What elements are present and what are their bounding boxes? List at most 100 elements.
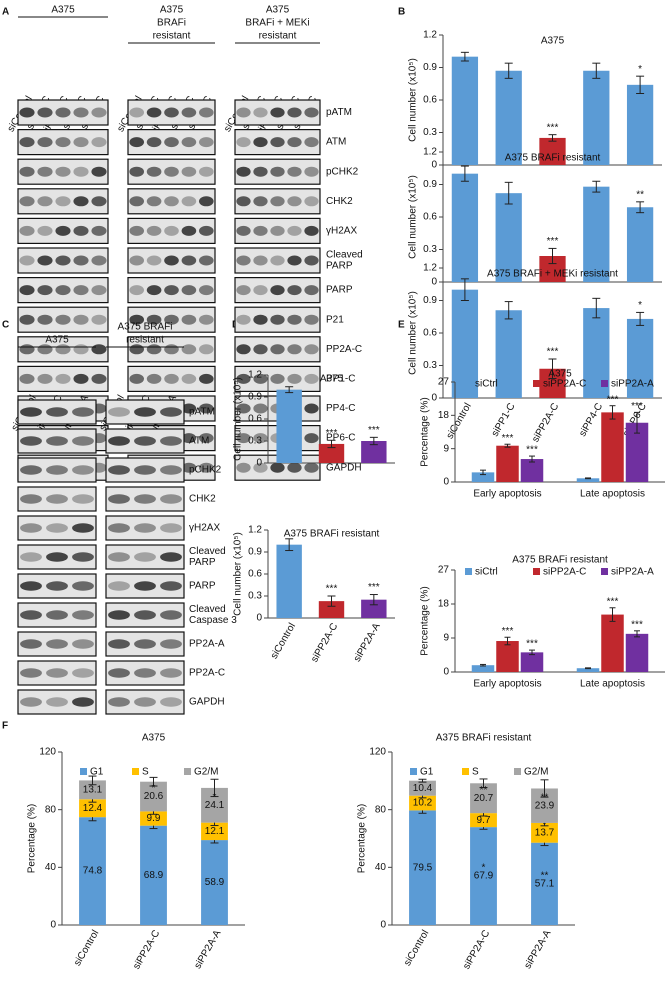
blot-band (37, 225, 53, 236)
blot-band (46, 436, 68, 446)
bar (361, 441, 387, 463)
protein-label: ATM (189, 436, 209, 447)
blot-band (91, 107, 107, 118)
blot-band (19, 314, 35, 325)
legend-label: G1 (90, 767, 104, 778)
bar (520, 459, 544, 482)
blot-group-title: A375 (45, 335, 69, 346)
blot-band (129, 373, 145, 384)
blot-group-title: BRAFi (157, 18, 186, 29)
blot-band (20, 436, 42, 446)
blot-band (72, 436, 94, 446)
protein-label: PP6-C (326, 433, 355, 444)
bar (495, 193, 522, 282)
blot-band (37, 166, 53, 177)
blot-band (160, 436, 182, 446)
blot-band (134, 581, 156, 591)
x-tick-label: siControl (402, 928, 431, 968)
significance: ** (636, 189, 644, 200)
blot-band (181, 462, 197, 473)
y-tick-label: 9 (443, 633, 449, 644)
blot-band (72, 407, 94, 417)
blot-band (181, 285, 197, 296)
x-tick-label: siPP2A-A (192, 928, 223, 971)
blot-band (19, 285, 35, 296)
y-tick-label: 1.2 (248, 525, 262, 536)
y-tick-label: 1.2 (423, 30, 437, 41)
blot-band (146, 373, 162, 384)
blot-band (108, 436, 130, 446)
blot-band (46, 610, 68, 620)
significance: *** (502, 433, 514, 444)
blot-band (46, 523, 68, 533)
chart-title: A375 BRAFi + MEKi resistant (487, 269, 618, 280)
blot-band (181, 373, 197, 384)
blot-band (164, 196, 179, 207)
x-tick-label: siControl (445, 401, 474, 441)
blot-band (37, 107, 53, 118)
y-tick-label: 0.6 (248, 414, 262, 425)
blot-band (146, 196, 162, 207)
bar (496, 641, 519, 672)
significance: *** (631, 401, 643, 412)
blot-band (73, 255, 89, 266)
blot-band (304, 107, 319, 118)
blot-band (108, 668, 130, 678)
x-tick-label: siPP2A-C (530, 401, 561, 444)
significance: ** (541, 870, 549, 881)
protein-label: CHK2 (189, 494, 216, 505)
blot-band (198, 433, 214, 444)
blot-band (304, 403, 319, 414)
blot-band (198, 225, 214, 236)
blot-band (91, 166, 107, 177)
blot-band (287, 314, 302, 325)
blot-band (287, 285, 302, 296)
y-tick-label: 0.6 (423, 328, 437, 339)
legend-swatch (80, 768, 87, 775)
blot-band (134, 697, 156, 707)
blot-band (198, 462, 214, 473)
legend-swatch (462, 768, 469, 775)
blot-band (253, 373, 268, 384)
x-tick-label: siPP4-C (577, 401, 605, 438)
blot-band (236, 196, 251, 207)
blot-band (37, 344, 53, 355)
segment-label: 9.7 (477, 815, 491, 826)
blot-band (72, 668, 94, 678)
blot-band (146, 255, 162, 266)
x-tick-label: Early apoptosis (473, 489, 541, 500)
blot-band (304, 225, 319, 236)
blot-band (160, 610, 182, 620)
blot-band (20, 697, 42, 707)
y-tick-label: 0 (50, 920, 56, 931)
blot-band (181, 225, 197, 236)
blot-band (46, 639, 68, 649)
blot-band (253, 137, 268, 148)
blot-band (236, 107, 251, 118)
significance: *** (547, 236, 559, 247)
blot-band (164, 225, 179, 236)
blot-band (198, 285, 214, 296)
y-tick-label: 18 (438, 410, 450, 421)
significance: *** (631, 619, 643, 630)
legend-label: S (142, 767, 149, 778)
significance: * (213, 792, 217, 803)
blot-band (20, 610, 42, 620)
blot-band (198, 344, 214, 355)
protein-label: Cleaved (326, 250, 363, 261)
blot-band (198, 403, 214, 414)
bar (471, 472, 495, 482)
y-tick-label: 0.3 (423, 360, 437, 371)
legend-swatch (533, 568, 540, 575)
y-tick-label: 27 (438, 565, 450, 576)
bar (583, 70, 610, 165)
blot-band (108, 523, 130, 533)
blot-band (91, 255, 107, 266)
blot-band (181, 107, 197, 118)
blot-band (19, 166, 35, 177)
blot-band (253, 403, 268, 414)
y-tick-label: 0.3 (423, 127, 437, 138)
blot-band (160, 523, 182, 533)
blot-band (37, 196, 53, 207)
legend-label: G2/M (524, 767, 548, 778)
